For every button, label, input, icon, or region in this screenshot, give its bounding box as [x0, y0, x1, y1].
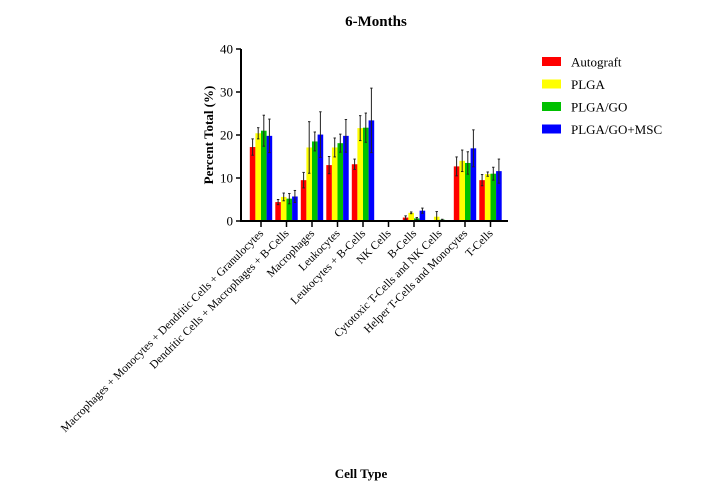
bars	[250, 120, 502, 221]
bar	[338, 143, 344, 221]
bar	[312, 141, 318, 221]
y-tick-label: 0	[227, 214, 234, 229]
y-ticks: 0 10 20 30 40	[220, 42, 241, 229]
legend-label: PLGA	[571, 77, 606, 92]
bar	[332, 147, 338, 221]
bar	[250, 147, 256, 221]
bar	[485, 174, 491, 221]
legend-swatch	[542, 80, 561, 89]
legend-swatch	[542, 102, 561, 111]
x-tick-label: Macrophages + Monocytes + Dendritic Cell…	[59, 227, 267, 435]
chart-title: 6-Months	[345, 14, 407, 30]
bar	[357, 128, 363, 221]
bar	[255, 133, 261, 221]
x-tick-labels: Macrophages + Monocytes + Dendritic Cell…	[59, 227, 496, 435]
legend-item: PLGA/GO+MSC	[542, 122, 662, 137]
x-tick-label: T-Cells	[463, 227, 496, 260]
legend-item: PLGA	[542, 77, 606, 92]
x-axis-title: Cell Type	[335, 466, 388, 481]
legend-swatch	[542, 125, 561, 134]
y-tick-label: 30	[220, 85, 233, 100]
legend-label: PLGA/GO+MSC	[571, 122, 662, 137]
legend: Autograft PLGA PLGA/GO PLGA/GO+MSC	[542, 55, 662, 138]
legend-label: PLGA/GO	[571, 100, 627, 115]
bar	[352, 164, 358, 221]
y-tick-label: 10	[220, 171, 233, 186]
bar	[491, 174, 497, 221]
y-axis-title: Percent Total (%)	[201, 86, 216, 185]
legend-item: PLGA/GO	[542, 100, 627, 115]
legend-swatch	[542, 57, 561, 66]
y-tick-label: 20	[220, 128, 233, 143]
bar	[479, 180, 485, 221]
y-tick-label: 40	[220, 42, 233, 57]
legend-label: Autograft	[571, 55, 622, 70]
legend-item: Autograft	[542, 55, 622, 70]
x-tick-label: Dendritic Cells + Macrophages + B-Cells	[148, 227, 292, 371]
